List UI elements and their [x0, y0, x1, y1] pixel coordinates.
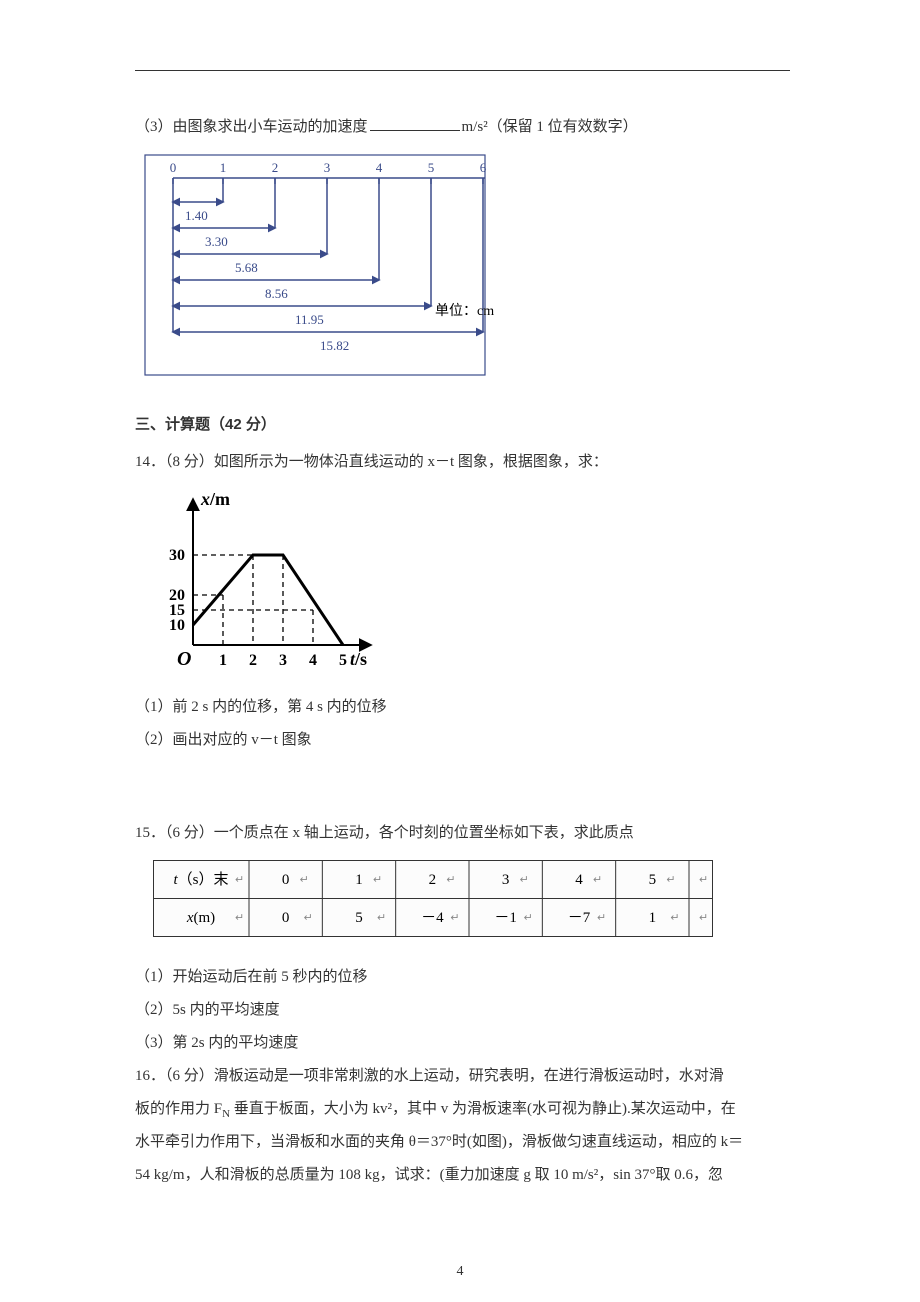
q16-line3: 水平牵引力作用下，当滑板和水面的夹角 θ＝37°时(如图)，滑板做匀速直线运动，… [135, 1126, 790, 1159]
svg-text:－4: －4 [421, 910, 444, 926]
svg-text:t/s: t/s [350, 649, 367, 669]
q16-line2-b: 垂直于板面，大小为 kv²，其中 v 为滑板速率(水可视为静止).某次运动中，在 [230, 1101, 736, 1117]
svg-text:1: 1 [219, 652, 227, 669]
fig2-svg: 1 2 3 4 5 101520 30 x/m t/s O [145, 485, 380, 680]
svg-text:11.95: 11.95 [295, 312, 324, 327]
svg-text:4: 4 [309, 652, 317, 669]
svg-text:5: 5 [428, 160, 435, 175]
svg-text:0: 0 [282, 910, 290, 926]
svg-text:t（s）末: t（s）末 [173, 871, 228, 888]
svg-text:4: 4 [575, 872, 583, 888]
svg-text:↵: ↵ [304, 912, 313, 924]
svg-text:0: 0 [282, 872, 290, 888]
svg-text:↵: ↵ [235, 874, 244, 886]
svg-text:1: 1 [355, 872, 363, 888]
svg-text:↵: ↵ [699, 874, 708, 886]
svg-text:↵: ↵ [666, 874, 675, 886]
q15-table-wrap: t（s）末 x(m) 0 ↵ 1 ↵ 2 ↵ 3 ↵ 4 ↵ 5 ↵ 0 ↵ 5 ↵ －4 ↵ －1 ↵ －7 ↵ 1 ↵ ↵ ↵ ↵ ↵ [153, 860, 713, 943]
svg-text:3: 3 [502, 872, 510, 888]
svg-text:↵: ↵ [699, 912, 708, 924]
q14-stem: 14．（8 分）如图所示为一物体沿直线运动的 x－t 图象，根据图象，求： [135, 446, 790, 479]
svg-text:3.30: 3.30 [205, 234, 228, 249]
svg-text:x/m: x/m [200, 489, 230, 509]
svg-text:O: O [177, 648, 191, 670]
svg-text:↵: ↵ [446, 874, 455, 886]
q14-p2: （2）画出对应的 v－t 图象 [135, 724, 790, 757]
top-rule [135, 70, 790, 71]
q14-p1: （1）前 2 s 内的位移，第 4 s 内的位移 [135, 691, 790, 724]
svg-text:↵: ↵ [524, 912, 533, 924]
fig1-wrapper: 0 1 2 3 4 5 6 1.40 3.30 5.68 8.56 11.95 15.82 单位：cm [135, 150, 790, 385]
q16-line2-a: 板的作用力 F [135, 1101, 222, 1117]
page-number: 4 [0, 1264, 920, 1280]
svg-text:5: 5 [339, 652, 347, 669]
svg-text:x(m): x(m) [186, 910, 215, 926]
svg-text:30: 30 [169, 547, 185, 564]
q13-3-prefix: （3）由图象求出小车运动的加速度 [135, 119, 368, 135]
svg-text:10: 10 [169, 617, 185, 634]
svg-text:－1: －1 [494, 910, 517, 926]
svg-text:3: 3 [279, 652, 287, 669]
svg-text:15: 15 [169, 602, 185, 619]
svg-text:4: 4 [376, 160, 383, 175]
svg-text:5.68: 5.68 [235, 260, 258, 275]
svg-text:1: 1 [649, 910, 657, 926]
spacer-1 [135, 757, 790, 817]
svg-text:8.56: 8.56 [265, 286, 288, 301]
q15-stem: 15．（6 分）一个质点在 x 轴上运动，各个时刻的位置坐标如下表，求此质点 [135, 817, 790, 850]
q16-line2: 板的作用力 FN 垂直于板面，大小为 kv²，其中 v 为滑板速率(水可视为静止… [135, 1093, 790, 1126]
svg-text:20: 20 [169, 587, 185, 604]
fig2-wrapper: 1 2 3 4 5 101520 30 x/m t/s O [145, 485, 790, 685]
fig1-svg: 0 1 2 3 4 5 6 1.40 3.30 5.68 8.56 11.95 15.82 单位：cm [135, 150, 495, 380]
q13-3-line: （3）由图象求出小车运动的加速度 m/s²（保留 1 位有效数字） [135, 111, 790, 144]
svg-text:↵: ↵ [593, 874, 602, 886]
svg-text:6: 6 [480, 160, 487, 175]
q15-table-svg: t（s）末 x(m) 0 ↵ 1 ↵ 2 ↵ 3 ↵ 4 ↵ 5 ↵ 0 ↵ 5 ↵ －4 ↵ －1 ↵ －7 ↵ 1 ↵ ↵ ↵ ↵ ↵ [153, 860, 713, 938]
svg-text:↵: ↵ [300, 874, 309, 886]
q15-p3: （3）第 2s 内的平均速度 [135, 1027, 790, 1060]
svg-text:5: 5 [355, 910, 363, 926]
svg-text:↵: ↵ [450, 912, 459, 924]
svg-text:↵: ↵ [597, 912, 606, 924]
q15-p1: （1）开始运动后在前 5 秒内的位移 [135, 961, 790, 994]
svg-text:0: 0 [170, 160, 177, 175]
svg-text:15.82: 15.82 [320, 338, 349, 353]
svg-text:1: 1 [220, 160, 227, 175]
svg-text:5: 5 [649, 872, 657, 888]
svg-text:↵: ↵ [670, 912, 679, 924]
svg-text:2: 2 [272, 160, 279, 175]
svg-text:1.40: 1.40 [185, 208, 208, 223]
svg-text:↵: ↵ [520, 874, 529, 886]
q16-line2-sub: N [222, 1108, 230, 1120]
svg-text:3: 3 [324, 160, 331, 175]
svg-text:单位：cm: 单位：cm [435, 303, 494, 319]
q16-line4: 54 kg/m，人和滑板的总质量为 108 kg，试求：(重力加速度 g 取 1… [135, 1159, 790, 1192]
svg-text:2: 2 [429, 872, 437, 888]
svg-text:↵: ↵ [377, 912, 386, 924]
q13-3-unit: m/s²（保留 1 位有效数字） [462, 119, 638, 135]
q13-3-blank [370, 115, 460, 131]
section3-title: 三、计算题（42 分） [135, 413, 790, 434]
svg-text:↵: ↵ [373, 874, 382, 886]
svg-text:↵: ↵ [235, 912, 244, 924]
q16-line1: 16．（6 分）滑板运动是一项非常刺激的水上运动，研究表明，在进行滑板运动时，水… [135, 1060, 790, 1093]
svg-text:－7: －7 [568, 910, 591, 926]
svg-text:2: 2 [249, 652, 257, 669]
q15-p2: （2）5s 内的平均速度 [135, 994, 790, 1027]
